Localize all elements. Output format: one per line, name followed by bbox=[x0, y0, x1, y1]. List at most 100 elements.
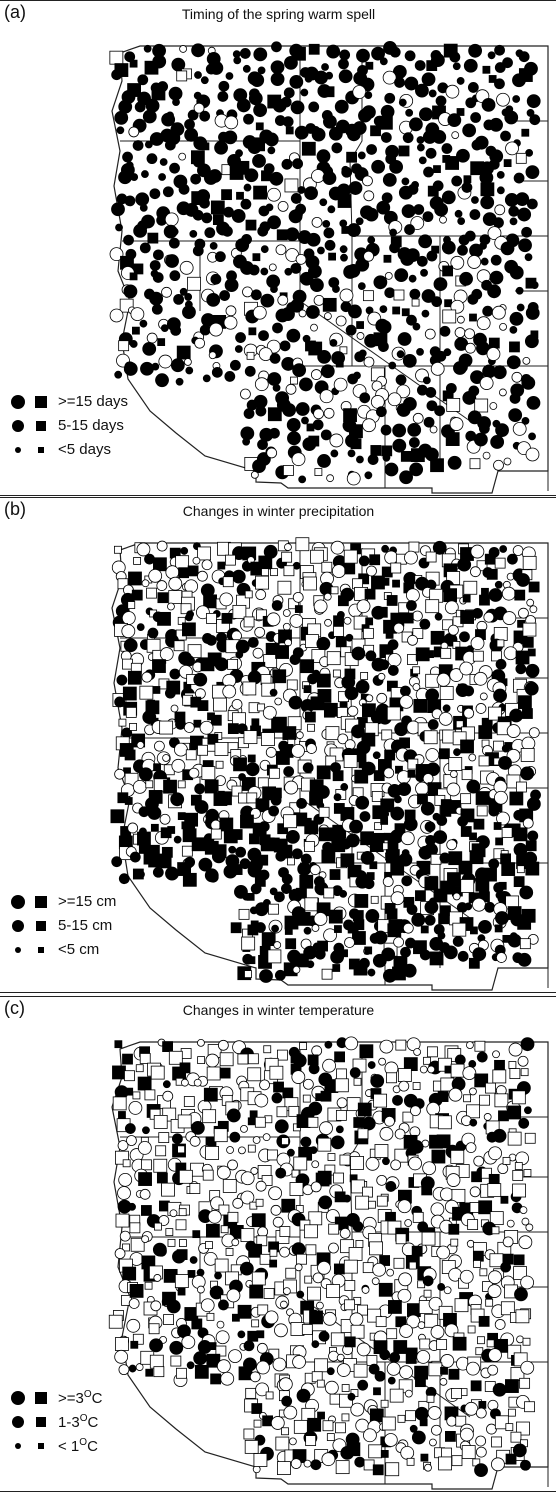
station-open-circle bbox=[449, 770, 458, 779]
station-filled-square bbox=[335, 359, 344, 368]
station-filled-square bbox=[208, 1342, 217, 1350]
station-open-square bbox=[263, 1288, 275, 1299]
station-open-square bbox=[502, 1156, 511, 1165]
station-filled-square bbox=[479, 594, 490, 606]
legend-symbols bbox=[15, 1443, 44, 1449]
station-filled-circle bbox=[275, 1167, 287, 1179]
station-filled-square bbox=[151, 86, 166, 101]
station-open-circle bbox=[153, 1274, 162, 1282]
station-open-circle bbox=[518, 607, 529, 619]
station-filled-circle bbox=[490, 435, 505, 449]
station-open-square bbox=[455, 1415, 467, 1427]
station-open-circle bbox=[517, 1055, 529, 1067]
station-open-circle bbox=[159, 813, 171, 825]
station-open-square bbox=[299, 1042, 307, 1051]
station-filled-square bbox=[227, 723, 239, 735]
station-filled-square bbox=[359, 1044, 374, 1059]
station-filled-circle bbox=[296, 1290, 305, 1299]
station-filled-square bbox=[335, 636, 347, 648]
station-filled-circle bbox=[252, 459, 266, 473]
station-filled-circle bbox=[385, 1181, 397, 1192]
station-open-square bbox=[406, 1457, 415, 1466]
station-open-square bbox=[397, 1414, 406, 1423]
station-filled-square bbox=[493, 822, 502, 830]
station-open-square bbox=[514, 1162, 523, 1170]
station-open-circle bbox=[499, 322, 507, 331]
station-filled-circle bbox=[320, 364, 335, 379]
station-open-circle bbox=[487, 1364, 499, 1376]
station-filled-circle bbox=[524, 334, 539, 349]
station-open-circle bbox=[162, 754, 171, 762]
station-open-circle bbox=[379, 1126, 394, 1141]
station-filled-square bbox=[323, 86, 335, 98]
station-filled-circle bbox=[389, 228, 398, 237]
station-filled-circle bbox=[489, 117, 503, 132]
station-open-circle bbox=[240, 1190, 255, 1205]
station-filled-circle bbox=[520, 1037, 535, 1052]
station-open-circle bbox=[384, 1115, 395, 1127]
station-open-circle bbox=[346, 471, 361, 486]
station-open-square bbox=[109, 50, 124, 65]
station-open-circle bbox=[277, 294, 289, 306]
station-open-square bbox=[279, 1226, 291, 1237]
station-filled-circle bbox=[193, 1351, 208, 1366]
station-filled-circle bbox=[250, 73, 265, 87]
station-filled-square bbox=[273, 1081, 284, 1093]
station-open-square bbox=[362, 1186, 373, 1198]
station-filled-circle bbox=[411, 912, 426, 927]
station-open-square bbox=[285, 1267, 297, 1279]
station-filled-square bbox=[285, 126, 294, 135]
station-filled-square bbox=[352, 910, 364, 921]
station-filled-circle bbox=[287, 1148, 295, 1157]
station-open-square bbox=[373, 1093, 388, 1108]
station-open-circle bbox=[114, 1248, 126, 1259]
station-filled-square bbox=[522, 636, 534, 648]
station-filled-square bbox=[191, 1318, 203, 1330]
station-filled-circle bbox=[339, 890, 348, 898]
station-open-square bbox=[393, 1257, 405, 1269]
station-open-circle bbox=[222, 684, 237, 699]
station-filled-circle bbox=[434, 405, 446, 417]
station-filled-circle bbox=[270, 794, 282, 806]
station-filled-square bbox=[147, 232, 159, 244]
station-open-circle bbox=[508, 1042, 523, 1057]
station-filled-circle bbox=[394, 722, 409, 737]
station-filled-circle bbox=[428, 89, 437, 98]
legend-text: >=3OC bbox=[58, 1389, 103, 1407]
station-open-square bbox=[353, 1363, 368, 1378]
station-filled-circle bbox=[311, 127, 326, 142]
station-open-square bbox=[115, 1213, 130, 1228]
station-filled-circle bbox=[402, 963, 417, 978]
station-filled-circle bbox=[494, 580, 503, 589]
station-filled-square bbox=[387, 923, 402, 938]
filled-circle-icon bbox=[15, 447, 21, 453]
station-open-circle bbox=[259, 1079, 270, 1091]
station-open-square bbox=[247, 1053, 259, 1065]
station-filled-square bbox=[420, 1453, 429, 1462]
station-open-circle bbox=[412, 610, 423, 622]
station-filled-circle bbox=[253, 47, 268, 62]
station-filled-circle bbox=[443, 945, 458, 960]
station-open-square bbox=[243, 616, 255, 628]
station-open-square bbox=[326, 1433, 335, 1441]
station-filled-circle bbox=[243, 1340, 255, 1352]
station-filled-circle bbox=[124, 1123, 136, 1134]
station-filled-circle bbox=[118, 873, 130, 885]
legend-symbols bbox=[12, 920, 46, 932]
station-filled-square bbox=[282, 1087, 294, 1099]
station-filled-circle bbox=[373, 275, 388, 290]
panel-a: (a) Timing of the spring warm spell >=15… bbox=[0, 0, 556, 496]
station-filled-circle bbox=[513, 172, 525, 184]
station-filled-circle bbox=[268, 805, 280, 817]
station-filled-square bbox=[444, 1430, 456, 1442]
station-filled-circle bbox=[168, 86, 183, 101]
station-filled-circle bbox=[431, 296, 443, 308]
station-filled-square bbox=[237, 1304, 252, 1319]
station-open-square bbox=[343, 549, 358, 564]
station-filled-circle bbox=[339, 245, 348, 254]
station-filled-square bbox=[460, 826, 472, 837]
station-filled-circle bbox=[364, 91, 373, 99]
station-open-square bbox=[512, 1169, 524, 1181]
station-filled-circle bbox=[525, 165, 540, 180]
station-filled-circle bbox=[338, 69, 353, 84]
